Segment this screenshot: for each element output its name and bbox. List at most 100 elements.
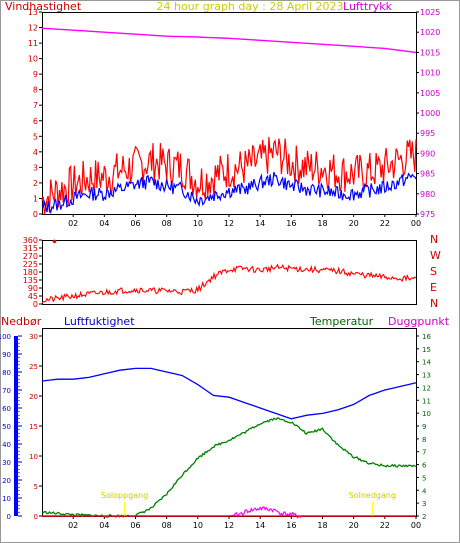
- direction-axis-tick: 45: [28, 292, 38, 301]
- temperature-axis-tick: 3: [422, 500, 426, 508]
- time-axis-tick-lower: 14: [255, 521, 265, 530]
- wind-axis-tick: 13: [28, 8, 38, 17]
- pressure-axis-tick: 1025: [420, 8, 440, 17]
- pressure-line: [41, 27, 417, 54]
- direction-axis-tick: 0: [33, 300, 38, 309]
- wind-average-line: [41, 171, 417, 215]
- time-axis-tick-lower: 06: [130, 521, 140, 530]
- wind-gust-line: [41, 136, 417, 215]
- rain-axis-tick: 30: [2, 459, 11, 467]
- time-axis-tick: 14: [255, 219, 265, 228]
- wind-axis-tick: 6: [33, 117, 38, 126]
- pressure-axis-tick: 985: [420, 170, 435, 179]
- pressure-axis-tick: 1000: [420, 109, 440, 118]
- humidity-axis-tick: 25: [29, 363, 38, 371]
- humidity-axis-tick: 15: [29, 423, 38, 431]
- wind-axis-tick: 7: [33, 101, 38, 110]
- rain-axis-tick: 0: [7, 513, 11, 521]
- compass-e: E: [430, 281, 437, 294]
- temperature-axis-tick: 2: [422, 513, 426, 521]
- wind-speed-label: Vindhastighet: [5, 0, 82, 13]
- wind-axis-tick: 12: [28, 24, 38, 33]
- rain-scale-bar: [14, 336, 18, 516]
- wind-axis-tick: 3: [33, 163, 38, 172]
- panel-climate-frame: [42, 328, 417, 517]
- time-axis-tick: 12: [224, 219, 234, 228]
- temperature-axis-tick: 9: [422, 423, 426, 431]
- wind-axis-tick: 0: [33, 210, 38, 219]
- pressure-axis-tick: 980: [420, 190, 435, 199]
- pressure-label: Lufttrykk: [343, 0, 393, 13]
- panel-direction-frame: [42, 240, 417, 305]
- compass-w: W: [430, 249, 441, 262]
- time-axis-tick: 08: [162, 219, 172, 228]
- temperature-axis-tick: 16: [422, 333, 431, 341]
- wind-axis-tick: 9: [33, 70, 38, 79]
- wind-axis-tick: 10: [28, 55, 38, 64]
- pressure-axis-tick: 1020: [420, 28, 440, 37]
- wind-axis-tick: 8: [33, 86, 38, 95]
- temperature-axis-tick: 14: [422, 359, 431, 367]
- rain-axis-tick: 60: [2, 405, 11, 413]
- direction-axis-tick: 225: [23, 260, 38, 269]
- temperature-label: Temperatur: [309, 315, 374, 328]
- wind-direction-line: [41, 263, 417, 304]
- humidity-axis-tick: 5: [34, 483, 38, 491]
- time-axis-tick-lower: 18: [317, 521, 327, 530]
- rain-axis-tick: 80: [2, 369, 11, 377]
- time-axis-tick: 18: [317, 219, 327, 228]
- time-axis-tick-lower: 20: [349, 521, 359, 530]
- humidity-line: [41, 367, 417, 420]
- pressure-axis-tick: 975: [420, 210, 435, 219]
- humidity-axis-tick: 10: [29, 453, 38, 461]
- time-axis-tick-lower: 16: [286, 521, 296, 530]
- wind-axis-tick: 5: [33, 132, 38, 141]
- time-axis-tick: 20: [349, 219, 359, 228]
- humidity-axis-tick: 0: [34, 513, 38, 521]
- dewpoint-label: Duggpunkt: [388, 315, 450, 328]
- temperature-axis-tick: 12: [422, 384, 431, 392]
- rain-axis-tick: 100: [0, 333, 11, 341]
- time-axis-tick-lower: 10: [193, 521, 203, 530]
- direction-axis-tick: 315: [23, 244, 38, 253]
- humidity-label: Luftfuktighet: [64, 315, 135, 328]
- temperature-axis-tick: 6: [422, 462, 427, 470]
- time-axis-tick: 04: [99, 219, 109, 228]
- temperature-axis-tick: 7: [422, 449, 426, 457]
- time-axis-tick: 02: [68, 219, 78, 228]
- temperature-line: [41, 417, 417, 519]
- direction-axis-tick: 180: [23, 268, 38, 277]
- wind-axis-tick: 1: [33, 194, 38, 203]
- sunset-label: Solnedgang: [349, 491, 396, 500]
- time-axis-tick: 06: [130, 219, 140, 228]
- time-axis-tick-lower: 12: [224, 521, 234, 530]
- time-axis-tick-lower: 04: [99, 521, 109, 530]
- time-axis-tick: 22: [380, 219, 390, 228]
- time-axis-tick: 10: [193, 219, 203, 228]
- direction-outlier-point: [52, 239, 57, 244]
- rain-label: Nedbør: [1, 315, 42, 328]
- temperature-axis-tick: 15: [422, 346, 431, 354]
- sunrise-label: Soloppgang: [101, 491, 148, 500]
- pressure-axis-tick: 990: [420, 149, 435, 158]
- wind-axis-tick: 2: [33, 179, 38, 188]
- compass-labels: N W S E N: [430, 233, 441, 310]
- time-axis-tick-lower: 02: [68, 521, 78, 530]
- time-axis-tick: 16: [286, 219, 296, 228]
- pressure-axis-tick: 995: [420, 129, 435, 138]
- compass-n-bottom: N: [430, 297, 438, 310]
- temperature-axis-tick: 10: [422, 410, 431, 418]
- direction-axis-tick: 90: [28, 284, 38, 293]
- time-axis-tick-lower: 08: [162, 521, 172, 530]
- temperature-axis-tick: 13: [422, 372, 431, 380]
- temperature-axis-tick: 8: [422, 436, 426, 444]
- temperature-axis-tick: 4: [422, 487, 427, 495]
- time-axis-tick-lower: 00: [411, 521, 421, 530]
- rain-axis-tick: 50: [2, 423, 11, 431]
- humidity-axis-tick: 20: [29, 393, 38, 401]
- rain-axis-tick: 40: [2, 441, 11, 449]
- temperature-axis-tick: 11: [422, 397, 431, 405]
- pressure-axis-tick: 1015: [420, 48, 440, 57]
